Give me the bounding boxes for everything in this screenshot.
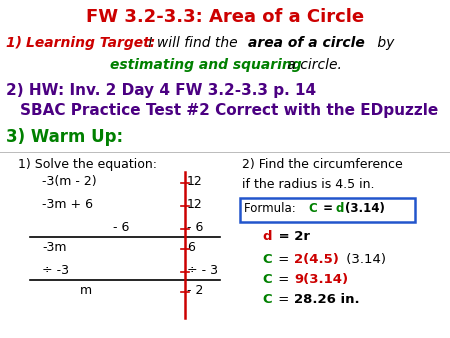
Text: 6: 6	[187, 241, 195, 254]
Text: 12: 12	[187, 198, 203, 211]
Text: m: m	[80, 284, 92, 297]
Text: - 6: - 6	[187, 221, 203, 234]
Text: Learning Target:: Learning Target:	[26, 36, 155, 50]
Text: ÷ -3: ÷ -3	[42, 264, 69, 277]
Text: =: =	[274, 253, 293, 266]
Text: I will find the: I will find the	[144, 36, 242, 50]
Text: (3.14): (3.14)	[345, 202, 385, 215]
Text: -3m: -3m	[42, 241, 67, 254]
Text: =: =	[274, 293, 293, 306]
Text: - 2: - 2	[187, 284, 203, 297]
Text: d: d	[262, 230, 271, 243]
Text: (3.14): (3.14)	[342, 253, 386, 266]
Text: 2) HW: Inv. 2 Day 4 FW 3.2-3.3 p. 14: 2) HW: Inv. 2 Day 4 FW 3.2-3.3 p. 14	[6, 83, 316, 98]
Text: 2) Find the circumference: 2) Find the circumference	[242, 158, 403, 171]
Bar	[240, 198, 415, 222]
Text: ÷ - 3: ÷ - 3	[187, 264, 218, 277]
Text: Formula:: Formula:	[244, 202, 300, 215]
Text: 28.26 in.: 28.26 in.	[294, 293, 360, 306]
Text: =: =	[274, 273, 293, 286]
Text: 1) Solve the equation:: 1) Solve the equation:	[18, 158, 157, 171]
Text: SBAC Practice Test #2 Correct with the EDpuzzle: SBAC Practice Test #2 Correct with the E…	[20, 103, 438, 118]
Text: 9(3.14): 9(3.14)	[294, 273, 348, 286]
Text: -3m + 6: -3m + 6	[42, 198, 93, 211]
Text: C: C	[308, 202, 317, 215]
Text: 2(4.5): 2(4.5)	[294, 253, 339, 266]
Text: - 6: - 6	[113, 221, 130, 234]
Text: =: =	[319, 202, 337, 215]
Text: d: d	[336, 202, 344, 215]
Text: = 2r: = 2r	[274, 230, 310, 243]
Text: C: C	[262, 293, 272, 306]
Text: estimating and squaring: estimating and squaring	[110, 58, 302, 72]
Text: C: C	[262, 273, 272, 286]
Text: area of a circle: area of a circle	[248, 36, 365, 50]
Text: 3) Warm Up:: 3) Warm Up:	[6, 128, 123, 146]
Text: a circle.: a circle.	[283, 58, 342, 72]
Text: -3(m - 2): -3(m - 2)	[42, 175, 97, 188]
Text: if the radius is 4.5 in.: if the radius is 4.5 in.	[242, 178, 374, 191]
Text: FW 3.2-3.3: Area of a Circle: FW 3.2-3.3: Area of a Circle	[86, 8, 364, 26]
Text: by: by	[373, 36, 394, 50]
Text: C: C	[262, 253, 272, 266]
Text: 1): 1)	[6, 36, 27, 50]
Text: 12: 12	[187, 175, 203, 188]
